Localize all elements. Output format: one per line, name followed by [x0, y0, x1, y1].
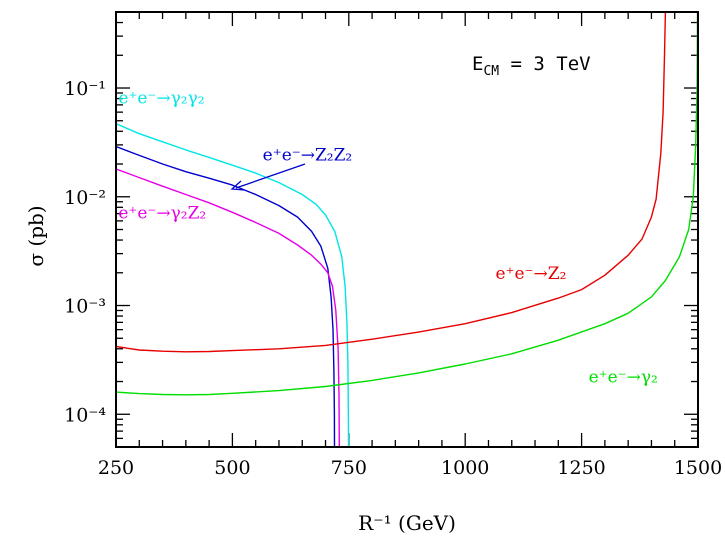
x-tick-label: 250	[98, 457, 134, 479]
series-label-0: e⁺e⁻→γ₂γ₂	[118, 89, 204, 109]
tick-labels: 250 500 750 1000 1250 1500 10⁻⁴ 10⁻³ 10⁻² 10⁻¹	[64, 78, 722, 479]
series-label-1: e⁺e⁻→Z₂Z₂	[263, 146, 353, 166]
y-axis-label: σ (pb)	[24, 205, 48, 266]
series-lines	[116, 12, 698, 447]
z2z2-arrow-head	[230, 180, 245, 191]
x-tick-label: 750	[331, 457, 367, 479]
z2z2-arrow-line	[235, 163, 306, 189]
series-line-3	[116, 12, 667, 353]
x-tick-label: 500	[214, 457, 250, 479]
series-line-1	[116, 145, 336, 447]
x-tick-label: 1250	[557, 457, 605, 479]
series-label-2: e⁺e⁻→γ₂Z₂	[118, 204, 206, 224]
y-tick-label: 10⁻²	[64, 187, 106, 209]
x-axis-label: R⁻¹ (GeV)	[358, 511, 456, 535]
series-label-3: e⁺e⁻→Z₂	[495, 264, 566, 284]
y-tick-label: 10⁻³	[64, 296, 106, 318]
plot-frame	[115, 11, 699, 448]
series-label-4: e⁺e⁻→γ₂	[589, 368, 658, 388]
ecm-annotation: ECM = 3 TeV	[472, 53, 591, 79]
y-tick-label: 10⁻⁴	[64, 404, 106, 426]
x-tick-label: 1500	[674, 457, 722, 479]
y-tick-label: 10⁻¹	[64, 78, 106, 100]
series-line-4	[116, 12, 698, 396]
series-line-2	[116, 168, 340, 447]
series-labels: e⁺e⁻→γ₂γ₂ e⁺e⁻→Z₂Z₂ e⁺e⁻→γ₂Z₂ e⁺e⁻→Z₂ e⁺e⁻→γ…	[118, 89, 658, 388]
x-tick-label: 1000	[441, 457, 489, 479]
series-line-0	[116, 123, 350, 447]
